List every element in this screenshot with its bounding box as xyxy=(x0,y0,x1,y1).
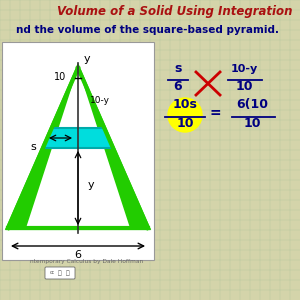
FancyBboxPatch shape xyxy=(2,42,154,260)
Text: 10s: 10s xyxy=(172,98,197,111)
FancyBboxPatch shape xyxy=(45,267,75,279)
Text: Volume of a Solid Using Integration: Volume of a Solid Using Integration xyxy=(57,5,293,19)
Polygon shape xyxy=(43,128,113,148)
Text: nd the volume of the square-based pyramid.: nd the volume of the square-based pyrami… xyxy=(16,25,280,35)
Text: 6(10: 6(10 xyxy=(236,98,268,111)
Text: ntemporary Calculus by Dale Hoffman: ntemporary Calculus by Dale Hoffman xyxy=(30,260,143,265)
Text: 10: 10 xyxy=(54,72,66,82)
Text: 10: 10 xyxy=(176,117,194,130)
Text: 6: 6 xyxy=(74,250,82,260)
Text: s: s xyxy=(174,62,182,75)
Text: s: s xyxy=(30,142,36,152)
Text: 10: 10 xyxy=(243,117,261,130)
Text: Ⓢ: Ⓢ xyxy=(58,270,62,276)
Text: 10-y: 10-y xyxy=(90,96,110,105)
Text: 6: 6 xyxy=(174,80,182,93)
Circle shape xyxy=(168,98,202,132)
Text: Ⓣ: Ⓣ xyxy=(66,270,70,276)
Text: y: y xyxy=(88,180,94,190)
Text: cc: cc xyxy=(50,271,55,275)
Text: y: y xyxy=(84,54,91,64)
Text: 10-y: 10-y xyxy=(230,64,258,74)
Text: 10: 10 xyxy=(235,80,253,93)
Polygon shape xyxy=(8,68,148,228)
Text: =: = xyxy=(209,106,221,120)
Polygon shape xyxy=(26,68,130,228)
